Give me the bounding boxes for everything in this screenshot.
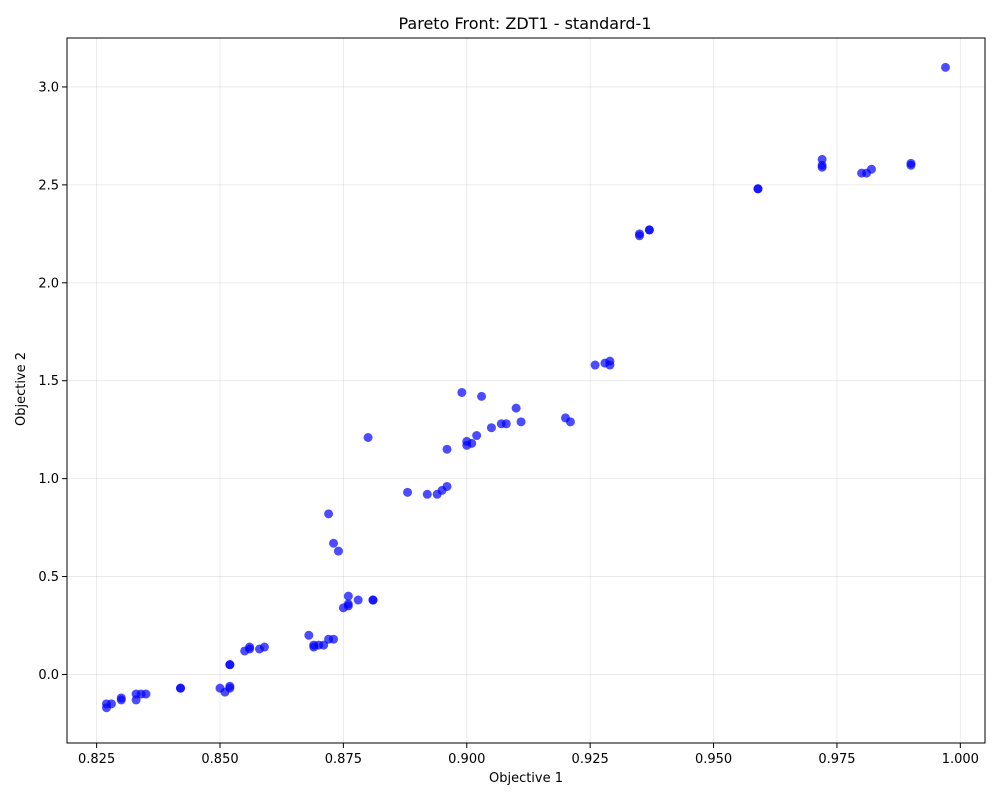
points-layer xyxy=(101,62,951,713)
data-point xyxy=(457,387,467,397)
y-tick-label: 2.0 xyxy=(38,276,59,291)
x-tick-label: 0.825 xyxy=(78,752,115,767)
data-point xyxy=(343,591,353,601)
data-point xyxy=(644,225,654,235)
data-point xyxy=(353,595,363,605)
chart-title: Pareto Front: ZDT1 - standard-1 xyxy=(399,14,652,33)
data-point xyxy=(338,603,348,613)
plot-frame xyxy=(66,37,986,744)
data-point xyxy=(225,683,235,693)
data-point xyxy=(467,438,477,448)
x-tick-label: 0.950 xyxy=(695,752,732,767)
data-point xyxy=(329,634,339,644)
data-point xyxy=(176,683,186,693)
data-point xyxy=(605,360,615,370)
grid-layer xyxy=(67,38,985,743)
data-point xyxy=(141,689,151,699)
x-tick-label: 0.900 xyxy=(448,752,485,767)
y-tick-label: 2.5 xyxy=(38,178,59,193)
data-point xyxy=(259,642,269,652)
data-point xyxy=(368,595,378,605)
data-point xyxy=(304,630,314,640)
data-point xyxy=(866,164,876,174)
data-point xyxy=(590,360,600,370)
x-tick-label: 0.875 xyxy=(325,752,362,767)
data-point xyxy=(329,538,339,548)
y-tick-label: 0.0 xyxy=(38,668,59,683)
data-point xyxy=(442,481,452,491)
y-tick-label: 3.0 xyxy=(38,80,59,95)
data-point xyxy=(941,62,951,72)
data-point xyxy=(225,660,235,670)
data-point xyxy=(472,431,482,441)
data-point xyxy=(403,487,413,497)
data-point xyxy=(131,695,141,705)
data-point xyxy=(906,160,916,170)
x-tick-label: 0.925 xyxy=(572,752,609,767)
data-point xyxy=(363,433,373,442)
x-axis-title: Objective 1 xyxy=(489,771,563,786)
data-point xyxy=(422,489,432,499)
x-tick-label: 0.850 xyxy=(201,752,238,767)
data-point xyxy=(106,699,116,709)
x-tick-label: 0.975 xyxy=(818,752,855,767)
data-point xyxy=(477,391,487,401)
data-point xyxy=(511,403,521,413)
data-point xyxy=(501,419,511,429)
y-tick-label: 1.0 xyxy=(38,472,59,487)
data-point xyxy=(635,231,645,241)
data-point xyxy=(245,642,255,652)
ticks-layer: 0.825 0.850 0.875 0.900 0.925 0.950 0.975 1.000… xyxy=(38,80,979,767)
y-tick-label: 1.5 xyxy=(38,374,59,389)
data-point xyxy=(486,423,496,433)
data-point xyxy=(516,417,526,427)
data-point xyxy=(817,162,827,172)
data-point xyxy=(333,546,343,556)
data-point xyxy=(442,444,452,454)
data-point xyxy=(753,184,763,194)
data-point xyxy=(565,417,575,427)
data-point xyxy=(116,693,126,703)
x-tick-label: 1.000 xyxy=(942,752,979,767)
y-axis-title: Objective 2 xyxy=(14,352,29,426)
data-point xyxy=(319,640,329,650)
y-tick-label: 0.5 xyxy=(38,570,59,585)
data-point xyxy=(324,509,334,519)
